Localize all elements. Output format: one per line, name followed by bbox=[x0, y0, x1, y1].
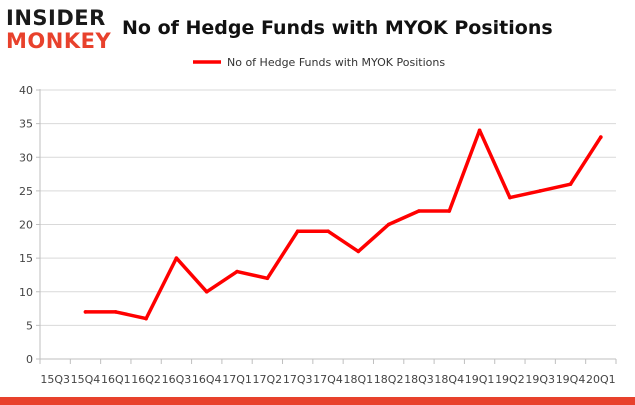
data-point bbox=[265, 276, 270, 281]
logo-line-2: MONKEY bbox=[6, 29, 111, 53]
x-tick-label: 19Q4 bbox=[556, 373, 586, 386]
insider-monkey-logo: INSIDER MONKEY bbox=[6, 6, 111, 53]
x-tick-label: 16Q3 bbox=[162, 373, 192, 386]
legend: No of Hedge Funds with MYOK Positions bbox=[193, 56, 445, 69]
y-tick-label: 30 bbox=[19, 151, 33, 164]
data-point bbox=[477, 128, 482, 133]
y-tick-label: 15 bbox=[19, 252, 33, 265]
x-tick-label: 16Q1 bbox=[101, 373, 131, 386]
x-tick-label: 18Q1 bbox=[343, 373, 373, 386]
x-tick-label: 18Q4 bbox=[434, 373, 464, 386]
data-point bbox=[417, 209, 421, 213]
y-tick-label: 10 bbox=[19, 286, 33, 299]
y-tick-label: 25 bbox=[19, 185, 33, 198]
x-tick-label: 17Q3 bbox=[283, 373, 313, 386]
y-tick-labels: 0 5 10 15 20 25 30 35 40 bbox=[19, 84, 33, 366]
data-point bbox=[144, 316, 148, 321]
x-tick-label: 18Q3 bbox=[404, 373, 434, 386]
x-tick-label: 18Q2 bbox=[374, 373, 404, 386]
data-point bbox=[204, 289, 209, 294]
x-tick-label: 16Q4 bbox=[192, 373, 222, 386]
y-tick-label: 20 bbox=[19, 219, 33, 232]
data-point bbox=[508, 195, 512, 200]
x-tick-label: 17Q4 bbox=[313, 373, 343, 386]
y-tick-label: 5 bbox=[26, 319, 33, 332]
data-point bbox=[326, 229, 330, 234]
x-tick-labels: 15Q3 15Q4 16Q1 16Q2 16Q3 16Q4 17Q1 17Q2 17Q3 17Q4… bbox=[40, 373, 615, 386]
data-point bbox=[113, 310, 118, 314]
y-tick-label: 35 bbox=[19, 118, 33, 131]
legend-label: No of Hedge Funds with MYOK Positions bbox=[227, 56, 445, 69]
bottom-accent-bar bbox=[0, 397, 635, 405]
x-tick-label: 15Q4 bbox=[71, 373, 101, 386]
x-tick-label: 15Q3 bbox=[40, 373, 70, 386]
x-tick-label: 17Q1 bbox=[222, 373, 252, 386]
data-point bbox=[174, 256, 179, 260]
data-point bbox=[83, 310, 88, 314]
y-tick-label: 40 bbox=[19, 84, 33, 97]
data-point bbox=[235, 269, 239, 274]
x-tick-label: 19Q2 bbox=[495, 373, 525, 386]
chart-title: No of Hedge Funds with MYOK Positions bbox=[122, 17, 553, 39]
x-tick-label: 19Q1 bbox=[465, 373, 495, 386]
data-point bbox=[295, 229, 300, 234]
axes bbox=[36, 89, 617, 364]
data-point bbox=[386, 222, 391, 227]
x-tick-label: 19Q3 bbox=[525, 373, 555, 386]
x-tick-label: 16Q2 bbox=[131, 373, 161, 386]
data-point bbox=[538, 189, 543, 193]
x-tick-label: 17Q2 bbox=[253, 373, 283, 386]
data-point bbox=[599, 135, 603, 139]
data-point bbox=[568, 182, 573, 186]
series-layer bbox=[83, 128, 603, 321]
series-line-0 bbox=[83, 128, 603, 321]
y-tick-label: 0 bbox=[26, 353, 33, 366]
x-tick-label: 20Q1 bbox=[586, 373, 616, 386]
grid-lines bbox=[40, 89, 616, 326]
data-point bbox=[356, 249, 361, 254]
logo-line-1: INSIDER bbox=[6, 6, 106, 30]
data-point bbox=[447, 209, 452, 213]
